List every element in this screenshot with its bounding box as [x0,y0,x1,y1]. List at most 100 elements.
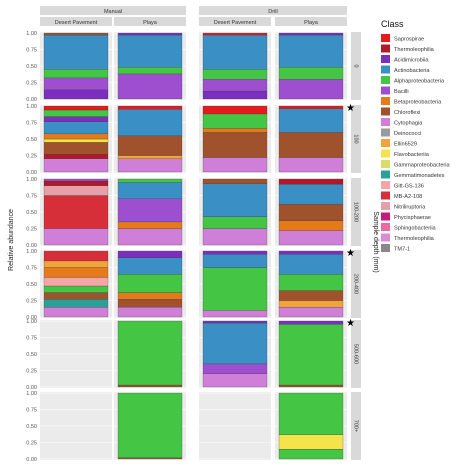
row-strip [351,32,361,100]
y-tick-label: 0.75 [26,48,37,54]
y-axis-title: Relative abundance [8,209,15,271]
y-tick-label: 1.00 [26,104,37,110]
legend-label: Bacilli [394,89,409,95]
bar-segment [117,274,183,293]
legend-swatch [381,65,390,74]
bar-segment [278,392,344,435]
bar-segment [278,34,344,68]
legend: Class Saprospirae Thermoleophilia Acidimic… [381,19,451,253]
legend-swatch [381,107,390,116]
bar-segment [43,142,109,155]
column-strip-label: Playa [304,20,319,26]
row-strip-label: 700+ [353,420,359,432]
bar-segment [43,105,109,111]
bar-segment [117,158,183,173]
legend-title: Class [381,19,404,29]
bar-segment [43,178,109,182]
legend-swatch [381,244,390,252]
column-strip [114,17,186,26]
bar-segment [278,274,344,291]
bar-segment [43,32,109,36]
bar-segment [278,32,344,36]
bar-segment [43,185,109,196]
bar-segment [43,121,109,134]
bar-segment [117,32,183,36]
bar-segment [202,254,268,268]
bar-segment [278,67,344,80]
facet-strips: Manual Drill Desert Pavement Playa Desert Pa… [40,6,361,460]
legend-swatch [381,223,390,231]
legend-label: Sphingobacteriia [394,226,437,232]
bar-segment [117,299,183,308]
legend-swatch [381,191,390,200]
bar-segment [278,254,344,275]
bar-segment [117,109,183,136]
legend-swatch [381,233,390,242]
bar-segment [202,132,268,158]
bar-segment [43,154,109,159]
row-strip [351,392,361,460]
row-strip-label: 100 [353,134,359,143]
column-strip [199,17,271,26]
legend-label: Alphaproteobacteria [394,79,445,85]
bar-segment [278,203,344,221]
bar-segment [43,195,109,229]
y-tick-label: 0.25 [26,154,37,160]
bar-segment [278,105,344,109]
bar-segment [117,182,183,199]
y-tick-label: 1.00 [26,177,37,183]
facet-panels [40,32,347,460]
y-tick-label: 0.50 [26,64,37,70]
legend-swatch [381,202,390,210]
bar-segment [43,277,109,287]
legend-swatch [381,128,390,137]
legend-label: Nitriliruptoria [394,205,426,211]
y-tick-label: 1.00 [26,249,37,255]
bar-segment [278,184,344,205]
bar-segment [117,457,183,460]
legend-label: Phycisphaerae [394,215,431,221]
bar-segment [117,228,183,246]
legend-label: Thermoleophilia [394,47,435,53]
column-strip [275,17,347,26]
legend-label: Gemmatimonadetes [394,173,445,179]
bar-segment [117,384,183,388]
y-tick-label: 1.00 [26,391,37,397]
legend-label: Acidimicrobiia [394,58,429,64]
row-strip [351,320,361,388]
bar-segment [43,299,109,308]
group-strip-label: Manual [104,9,122,15]
bar-segment [43,69,109,79]
bar-segment [117,105,183,110]
legend-label: Cytophagia [394,121,423,127]
bar-segment [117,178,183,183]
bar-segment [117,198,183,223]
bar-segment [278,79,344,100]
bar-segment [43,109,109,117]
bar-segment [43,89,109,100]
legend-swatch [381,149,390,158]
bar-segment [278,157,344,173]
bar-segment [43,34,109,70]
y-tick-label: 0.00 [26,243,37,249]
column-strip-label: Playa [143,20,158,26]
bar-segment [278,108,344,133]
bar-segment [202,183,268,217]
bar-segment [117,73,183,100]
y-tick-label: 0.25 [26,441,37,447]
bar-segment [202,250,268,255]
legend-label: Gammaproteobacteria [394,163,451,169]
bar-segment [202,178,268,184]
y-tick-label: 0.00 [26,97,37,103]
bar-segment [278,306,344,318]
bar-segment [278,448,344,460]
legend-label: Gitt-GS-136 [394,184,424,190]
legend-label: Betaproteobacteria [394,100,442,106]
legend-label: Deinococci [394,131,421,137]
legend-label: Actinobacteria [394,68,430,74]
row-strip [351,250,361,318]
column-strip-label: Desert Pavement [214,20,257,26]
y-tick-label: 0.00 [26,170,37,176]
y-tick-label: 0.00 [26,457,37,463]
legend-swatch [381,44,390,53]
